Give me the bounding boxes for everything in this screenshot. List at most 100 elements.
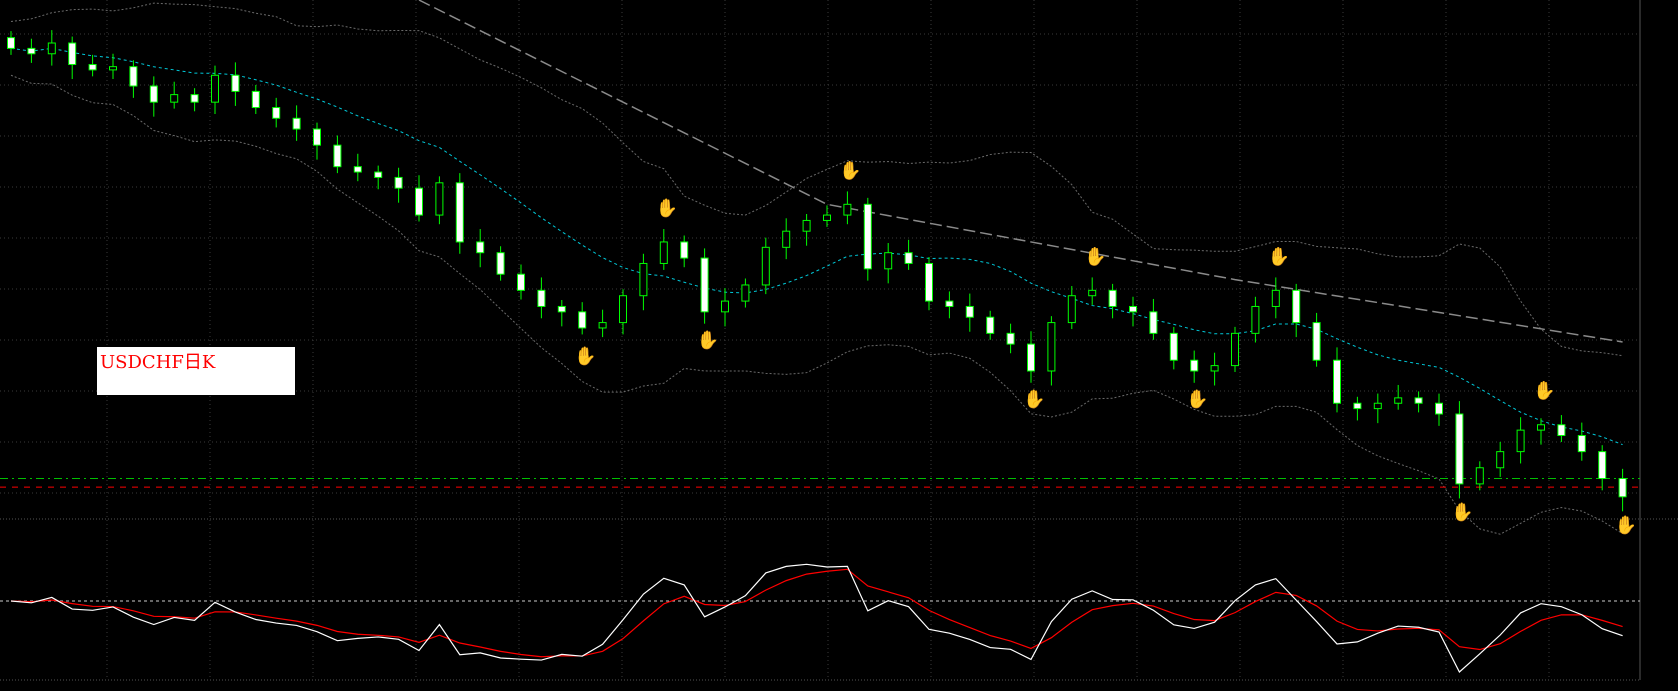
candle-body bbox=[476, 241, 485, 254]
chart-label: USDCHF日K bbox=[100, 352, 216, 373]
upper-band bbox=[10, 2, 1623, 357]
candle-body bbox=[1353, 402, 1362, 410]
candle-body bbox=[1333, 359, 1341, 404]
candle-body bbox=[1027, 343, 1035, 372]
candle-body bbox=[741, 284, 750, 302]
fractal-down-hand-icon: ✋ bbox=[697, 329, 719, 351]
fractal-up-hand-icon: ✋ bbox=[656, 197, 678, 219]
candle-body bbox=[272, 107, 281, 119]
candle-body bbox=[1088, 289, 1097, 297]
candle-body bbox=[904, 252, 913, 264]
candle-body bbox=[1312, 322, 1321, 361]
candle-body bbox=[1067, 295, 1076, 324]
candle-body bbox=[1149, 311, 1158, 334]
candle-body bbox=[1618, 478, 1627, 498]
candle-body bbox=[843, 203, 852, 216]
candle-body bbox=[109, 66, 117, 71]
candle-body bbox=[1537, 424, 1545, 431]
candle-body bbox=[680, 241, 689, 259]
candle-body bbox=[1292, 289, 1301, 324]
candle-body bbox=[1496, 451, 1505, 469]
candle-body bbox=[415, 187, 423, 216]
candle-body bbox=[884, 252, 893, 270]
candle-body bbox=[1414, 397, 1423, 404]
fractal-down-hand-icon: ✋ bbox=[1451, 501, 1473, 523]
candle-body bbox=[394, 176, 403, 189]
candle-body bbox=[823, 214, 831, 221]
candle-body bbox=[965, 305, 974, 318]
chart-label-box: USDCHF日K bbox=[97, 347, 295, 395]
candle-body bbox=[1557, 424, 1566, 437]
candle-body bbox=[1169, 332, 1178, 361]
candle-body bbox=[1129, 305, 1137, 313]
candle-body bbox=[700, 257, 709, 313]
candle-body bbox=[1455, 413, 1464, 485]
middle-band bbox=[10, 47, 1623, 446]
fractal-up-hand-icon: ✋ bbox=[1268, 245, 1290, 267]
candle-body bbox=[292, 117, 301, 130]
candle-body bbox=[1577, 435, 1586, 453]
candle-body bbox=[925, 262, 933, 302]
candle-body bbox=[1047, 322, 1056, 372]
oscillator-main-line bbox=[10, 563, 1623, 673]
candle-body bbox=[353, 166, 362, 173]
candle-body bbox=[1516, 429, 1525, 453]
candle-body bbox=[1231, 332, 1239, 367]
candle-body bbox=[537, 289, 546, 307]
candle-body bbox=[251, 90, 260, 109]
candle-body bbox=[1598, 451, 1607, 480]
candle-body bbox=[374, 171, 383, 178]
candle-body bbox=[129, 66, 138, 87]
candle-body bbox=[598, 322, 607, 329]
candle-body bbox=[27, 47, 36, 55]
candle-body bbox=[170, 94, 179, 103]
candle-body bbox=[557, 305, 566, 313]
fractal-down-hand-icon: ✋ bbox=[1023, 388, 1045, 410]
candle-body bbox=[1435, 402, 1443, 415]
candle-body bbox=[619, 295, 627, 324]
candle-body bbox=[190, 94, 199, 103]
candle-body bbox=[231, 74, 240, 92]
candle-body bbox=[863, 203, 872, 270]
fractal-up-hand-icon: ✋ bbox=[1533, 380, 1555, 402]
candle-body bbox=[761, 246, 770, 286]
fractal-up-hand-icon: ✋ bbox=[839, 159, 861, 181]
candle-body bbox=[68, 42, 77, 66]
candle-body bbox=[986, 316, 995, 334]
lower-band bbox=[10, 74, 1623, 535]
candle-body bbox=[88, 64, 97, 71]
candle-body bbox=[1190, 359, 1199, 372]
candle-body bbox=[945, 300, 954, 307]
fractal-down-hand-icon: ✋ bbox=[574, 345, 596, 367]
candle-body bbox=[1108, 289, 1117, 307]
candle-body bbox=[578, 311, 587, 329]
candle-body bbox=[47, 42, 56, 55]
candle-body bbox=[496, 252, 505, 275]
candle-body bbox=[7, 37, 15, 49]
candle-body bbox=[1475, 467, 1484, 485]
candle-body bbox=[435, 182, 444, 216]
oscillator-signal-line bbox=[10, 568, 1623, 658]
candle-body bbox=[639, 262, 648, 297]
candle-body bbox=[517, 273, 525, 291]
candle-body bbox=[313, 128, 321, 146]
fractal-up-hand-icon: ✋ bbox=[1084, 245, 1106, 267]
candle-body bbox=[802, 219, 811, 232]
fractal-down-hand-icon: ✋ bbox=[1186, 388, 1208, 410]
candle-body bbox=[1373, 402, 1382, 410]
candle-body bbox=[211, 74, 219, 103]
candle-body bbox=[1251, 305, 1260, 334]
candle-body bbox=[1210, 365, 1219, 372]
candle-body bbox=[1394, 397, 1403, 404]
candle-body bbox=[455, 182, 464, 243]
long-moving-average bbox=[418, 0, 1623, 343]
candle-body bbox=[782, 230, 791, 248]
candle-body bbox=[659, 241, 668, 264]
candle-body bbox=[1271, 289, 1280, 307]
fractal-down-hand-icon: ✋ bbox=[1615, 514, 1637, 536]
candle-body bbox=[721, 300, 729, 313]
candle-body bbox=[333, 144, 342, 168]
candle-body bbox=[149, 85, 158, 103]
candle-body bbox=[1006, 332, 1015, 345]
